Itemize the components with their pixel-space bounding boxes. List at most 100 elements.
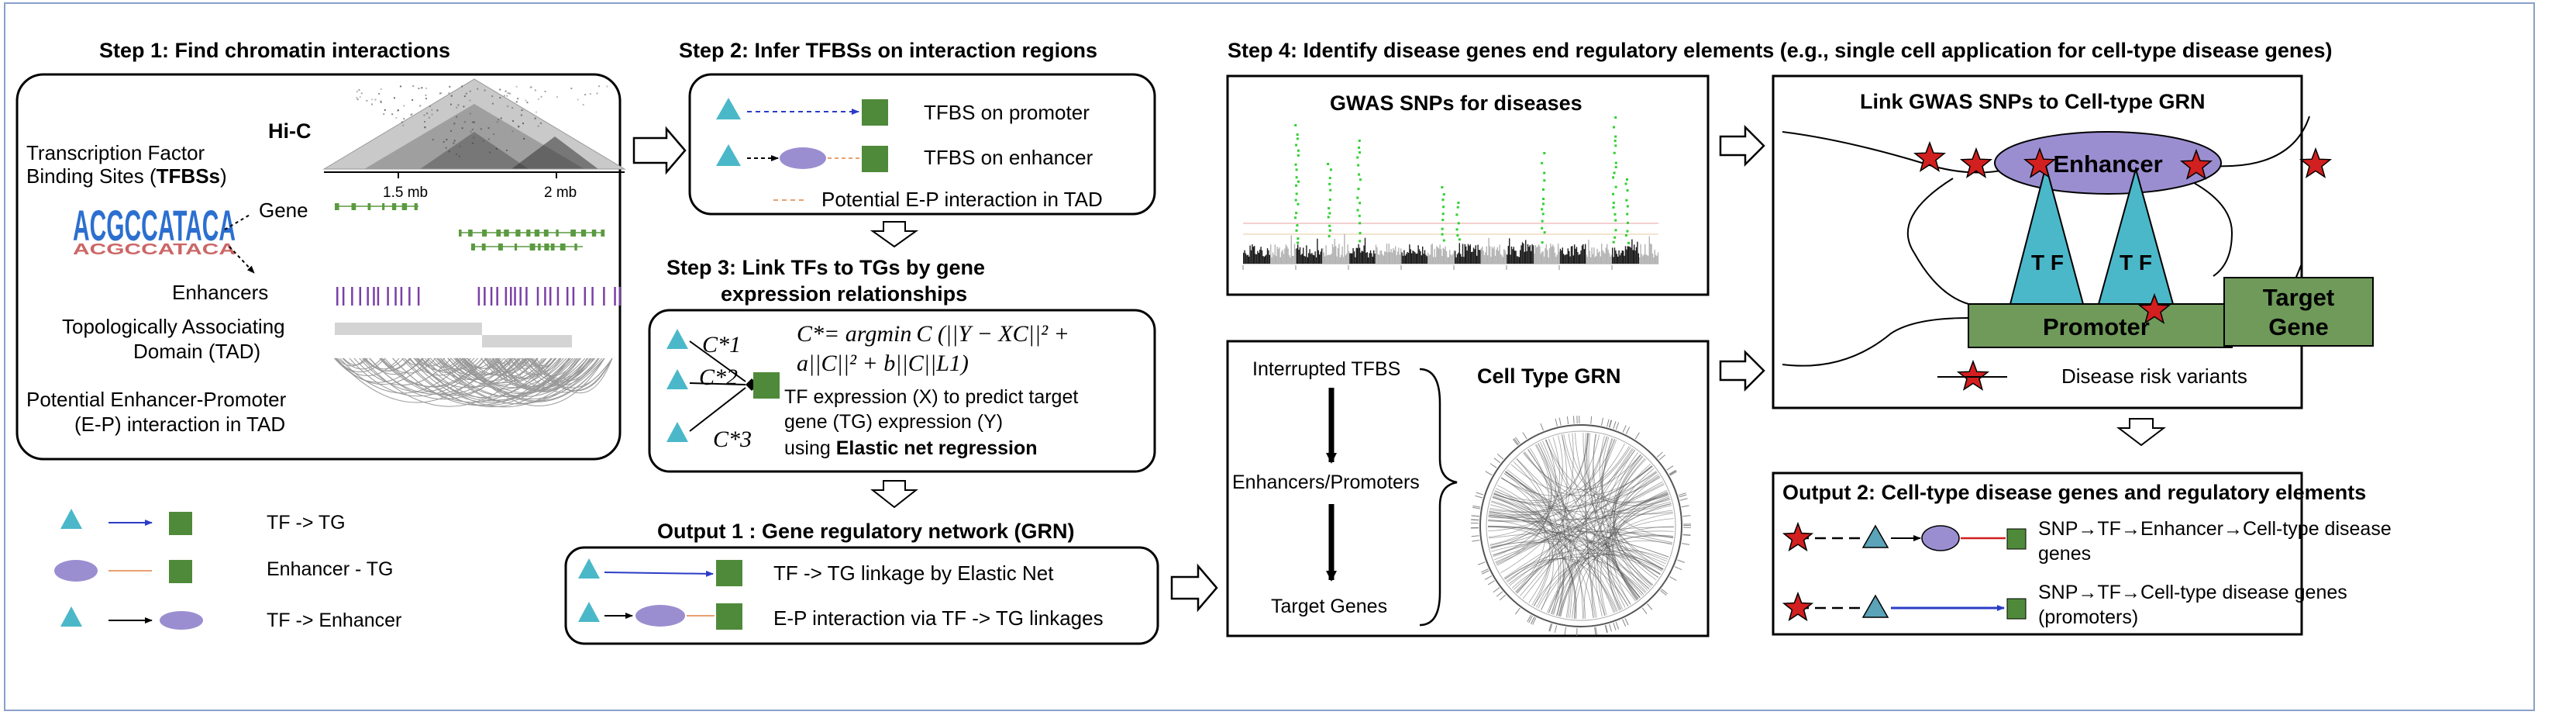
- circos-link: [1494, 490, 1614, 613]
- circos-link: [1523, 452, 1673, 515]
- link-target-gene-box: [2223, 277, 2374, 347]
- gwas-hit: [1441, 233, 1444, 236]
- gene-exon: [482, 230, 487, 237]
- circos-link: [1612, 452, 1654, 585]
- gene-track-label: Gene: [259, 199, 308, 222]
- hic-speckle-dot: [360, 92, 363, 95]
- ep-arc: [363, 358, 410, 371]
- manhattan-bar: [1369, 250, 1372, 264]
- enhancer-bar: [566, 287, 569, 306]
- manhattan-bar: [1422, 246, 1424, 264]
- hic-speckle-dot: [425, 94, 427, 96]
- snp-star: [1782, 521, 1814, 552]
- step4-title: Step 4: Identify disease genes end regul…: [1228, 39, 2332, 62]
- hic-speckle-dot: [456, 116, 458, 118]
- gene-exon: [570, 230, 576, 237]
- ep-arc: [467, 358, 505, 369]
- step3-coef-2: C*2: [699, 364, 738, 390]
- hic-speckle-dot: [507, 92, 509, 95]
- hic-speckle-dot: [371, 98, 374, 101]
- circos-label-tick: [1605, 624, 1608, 633]
- gwas-hit: [1613, 126, 1616, 129]
- manhattan-bar: [1286, 246, 1288, 264]
- output2-row1-label-line2: genes: [2038, 543, 2091, 565]
- manhattan-bar: [1471, 251, 1472, 264]
- gwas-hit: [1613, 171, 1616, 174]
- gwas-hit: [1625, 199, 1628, 202]
- gwas-hit: [1612, 202, 1615, 205]
- step3-coef-3: C*3: [713, 427, 752, 452]
- manhattan-bar: [1448, 257, 1449, 264]
- gwas-hit: [1295, 212, 1298, 215]
- manhattan-bar: [1325, 245, 1327, 264]
- gwas-hit: [1328, 235, 1331, 238]
- manhattan-bar: [1483, 254, 1486, 264]
- manhattan-bar: [1338, 244, 1340, 264]
- circos-link: [1488, 444, 1625, 532]
- manhattan-bar: [1524, 251, 1525, 264]
- hic-speckle-dot: [511, 107, 514, 109]
- hic-speckle-dot: [570, 88, 573, 90]
- manhattan-bar: [1634, 250, 1636, 264]
- hic-speckle-dot: [380, 100, 382, 102]
- manhattan-bar: [1383, 255, 1384, 264]
- gwas-hit: [1297, 237, 1300, 240]
- gwas-hit: [1328, 182, 1331, 185]
- circos-link: [1489, 443, 1552, 545]
- gene-exon: [526, 230, 531, 237]
- hic-speckle-dot: [412, 85, 415, 88]
- tad-label-line1: Topologically Associating: [62, 315, 285, 338]
- gwas-hit: [1613, 140, 1617, 143]
- manhattan-bar: [1580, 250, 1582, 264]
- gwas-hit: [1612, 240, 1615, 244]
- manhattan-bar: [1270, 244, 1272, 264]
- ep-arc: [342, 358, 382, 370]
- manhattan-bar: [1410, 249, 1411, 264]
- manhattan-bar: [1559, 248, 1562, 264]
- ep-arc: [436, 358, 603, 405]
- gene-exon: [560, 244, 566, 250]
- motif-sequence-low: ACGCCATACA: [73, 241, 236, 258]
- circos-link: [1551, 439, 1617, 614]
- manhattan-bar: [1428, 255, 1430, 264]
- manhattan-bar: [1362, 251, 1364, 264]
- manhattan-bar: [1421, 255, 1422, 264]
- gwas-hit: [1614, 165, 1617, 168]
- ep-arc: [480, 358, 511, 369]
- gwas-hit: [1294, 199, 1297, 202]
- manhattan-bar: [1523, 244, 1524, 264]
- manhattan-bar: [1281, 251, 1283, 264]
- manhattan-bar: [1572, 255, 1574, 264]
- manhattan-bar: [1391, 252, 1393, 264]
- gwas-hit: [1328, 199, 1331, 202]
- circos-link: [1495, 488, 1551, 606]
- manhattan-bar: [1301, 254, 1303, 264]
- manhattan-bar: [1395, 246, 1396, 264]
- circos-label-tick: [1613, 421, 1617, 429]
- circos-link: [1606, 458, 1646, 610]
- gwas-hit: [1626, 221, 1629, 224]
- manhattan-bar: [1566, 254, 1568, 264]
- hic-speckle-dot: [503, 95, 505, 97]
- hic-speckle-dot: [463, 121, 466, 123]
- circos-label-tick: [1522, 432, 1527, 440]
- grn-brace: [1419, 368, 1458, 627]
- manhattan-bar: [1295, 248, 1297, 264]
- step2-enhancer-label: TFBS on enhancer: [924, 146, 1093, 169]
- ep-interaction-arcs: [334, 358, 613, 408]
- manhattan-bar: [1310, 254, 1312, 264]
- manhattan-bar: [1465, 246, 1467, 264]
- ep-arc: [380, 358, 512, 395]
- link-dna-right-loop: [2185, 178, 2233, 277]
- step3-title-line2: expression relationships: [721, 282, 967, 306]
- enhancer-bar: [549, 287, 552, 306]
- manhattan-bar: [1349, 253, 1351, 264]
- manhattan-bar: [1404, 255, 1406, 264]
- hic-speckle-dot: [520, 114, 522, 116]
- celltype-grn-circos: [1471, 416, 1692, 636]
- circos-label-tick: [1613, 623, 1617, 630]
- circos-label-tick: [1624, 617, 1629, 626]
- manhattan-bar: [1586, 257, 1589, 264]
- step3-desc-line2: gene (TG) expression (Y): [784, 411, 1003, 433]
- arrow-step3-to-output1: [870, 480, 918, 509]
